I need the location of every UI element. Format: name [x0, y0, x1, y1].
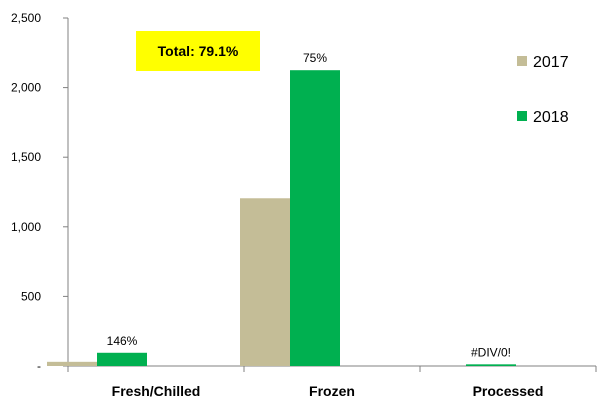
y-axis: - 500 1,000 1,500 2,000 2,500: [11, 11, 69, 373]
y-tick-label: 1,000: [11, 220, 41, 234]
total-text: Total: 79.1%: [158, 43, 239, 59]
legend-label: 2018: [533, 109, 569, 126]
bar-2018-1: [97, 352, 147, 366]
data-label: 75%: [303, 51, 327, 65]
bar-2017-2: [240, 198, 290, 366]
y-tick-label: 1,500: [11, 150, 41, 164]
total-box: [136, 31, 260, 71]
x-axis: Fresh/Chilled Frozen Processed: [67, 365, 597, 399]
bar-2018-3: [466, 364, 516, 366]
legend-label: 2017: [533, 54, 569, 71]
data-label: 146%: [107, 334, 138, 348]
legend: 2017 2018: [517, 54, 569, 126]
bars: [47, 70, 516, 366]
x-category-label: Fresh/Chilled: [112, 383, 201, 399]
x-category-label: Frozen: [309, 383, 355, 399]
bar-2017-1: [47, 361, 97, 366]
bar-2018-2: [290, 70, 340, 366]
y-tick-label: -: [37, 359, 41, 373]
x-category-label: Processed: [473, 383, 544, 399]
y-tick-label: 2,000: [11, 81, 41, 95]
y-tick-label: 500: [21, 289, 41, 303]
legend-swatch: [517, 111, 527, 121]
y-tick-label: 2,500: [11, 11, 41, 25]
data-labels: 146% 75% #DIV/0!: [107, 51, 511, 359]
total-annotation: Total: 79.1%: [136, 31, 260, 71]
data-label: #DIV/0!: [471, 345, 511, 359]
legend-swatch: [517, 56, 527, 66]
